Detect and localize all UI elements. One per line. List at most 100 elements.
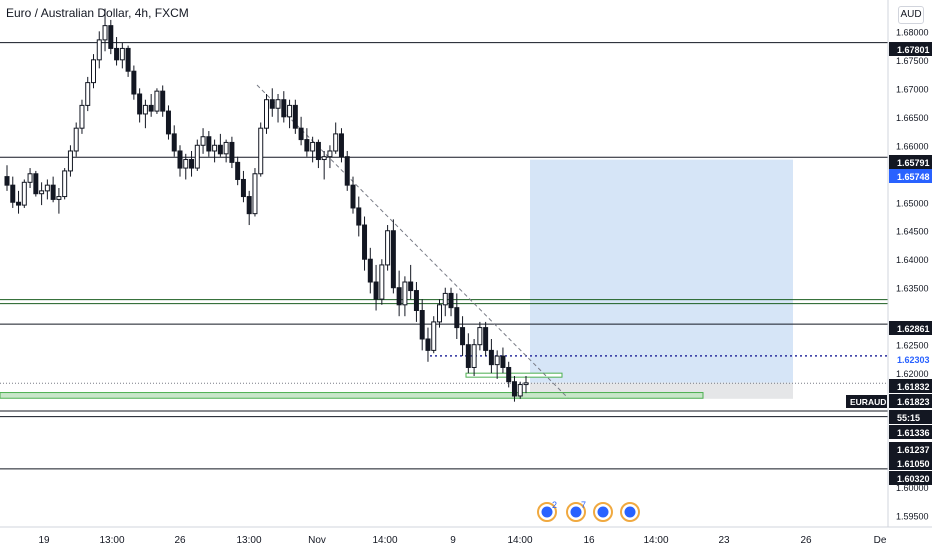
candle[interactable] [275, 94, 281, 123]
candle[interactable] [338, 128, 344, 163]
candle[interactable] [16, 190, 22, 214]
candle[interactable] [327, 145, 333, 169]
candle[interactable] [27, 168, 33, 189]
candle[interactable] [448, 287, 454, 317]
candle[interactable] [465, 333, 471, 374]
candle[interactable] [304, 128, 310, 157]
candle[interactable] [177, 145, 183, 177]
candle[interactable] [240, 170, 246, 203]
candle[interactable] [56, 188, 62, 214]
candle[interactable] [315, 139, 321, 169]
candle[interactable] [258, 122, 264, 177]
candle[interactable] [119, 42, 125, 69]
candle[interactable] [252, 168, 258, 217]
candle[interactable] [235, 156, 241, 186]
candle[interactable] [50, 176, 56, 203]
candle[interactable] [344, 150, 350, 191]
candle[interactable] [73, 122, 79, 157]
candle[interactable] [125, 45, 131, 77]
candle[interactable] [373, 264, 379, 311]
target-zone[interactable] [530, 159, 793, 383]
candle[interactable] [511, 376, 517, 402]
candle[interactable] [194, 139, 200, 171]
candle[interactable] [148, 94, 154, 117]
candle[interactable] [200, 128, 206, 154]
candle[interactable] [269, 88, 275, 117]
candle[interactable] [396, 270, 402, 317]
candle[interactable] [500, 347, 506, 374]
economic-event-icon[interactable] [620, 502, 640, 522]
candle[interactable] [79, 99, 85, 134]
candle[interactable] [154, 88, 160, 114]
candle[interactable] [212, 139, 218, 163]
economic-event-icon[interactable]: 2 [537, 500, 557, 522]
candle[interactable] [160, 85, 166, 117]
candle[interactable] [413, 282, 419, 322]
candle[interactable] [356, 196, 362, 237]
candle[interactable] [171, 125, 177, 157]
candle[interactable] [165, 105, 171, 140]
candle[interactable] [4, 165, 10, 191]
candle[interactable] [460, 316, 466, 357]
candle[interactable] [102, 8, 108, 52]
candle[interactable] [10, 176, 16, 208]
candle[interactable] [442, 287, 448, 317]
candle[interactable] [62, 168, 68, 200]
candle[interactable] [350, 176, 356, 214]
candle[interactable] [183, 153, 189, 180]
candle[interactable] [44, 179, 50, 200]
candle[interactable] [96, 31, 102, 69]
candle[interactable] [488, 338, 494, 374]
candle[interactable] [281, 91, 287, 123]
candle[interactable] [402, 276, 408, 317]
support-zone[interactable] [0, 392, 704, 399]
candle[interactable] [189, 150, 195, 177]
candle[interactable] [477, 321, 483, 351]
candle[interactable] [408, 264, 414, 300]
candle[interactable] [379, 259, 385, 305]
candle[interactable] [131, 65, 137, 100]
candle[interactable] [142, 99, 148, 129]
candle[interactable] [21, 179, 27, 208]
candle[interactable] [206, 131, 212, 157]
candle[interactable] [246, 190, 252, 226]
candle[interactable] [523, 376, 529, 394]
candle[interactable] [298, 116, 304, 146]
candle[interactable] [471, 338, 477, 377]
symbol-title[interactable]: Euro / Australian Dollar, 4h, FXCM [6, 6, 189, 20]
candle[interactable] [287, 99, 293, 129]
candle[interactable] [292, 99, 298, 134]
candle[interactable] [494, 350, 500, 379]
candle[interactable] [85, 76, 91, 112]
candle[interactable] [321, 150, 327, 180]
candle[interactable] [431, 316, 437, 354]
candle[interactable] [385, 225, 391, 271]
candle[interactable] [517, 381, 523, 399]
candle[interactable] [362, 216, 368, 271]
symbol-tag[interactable]: EURAUD [846, 395, 887, 408]
candle[interactable] [91, 54, 96, 89]
candle[interactable] [33, 170, 39, 197]
candle[interactable] [264, 94, 269, 134]
candle[interactable] [229, 136, 235, 169]
economic-event-icon[interactable]: 7 [566, 500, 586, 522]
candle[interactable] [217, 133, 223, 157]
currency-badge[interactable]: AUD [898, 6, 924, 24]
candle[interactable] [390, 219, 396, 294]
candle[interactable] [454, 293, 460, 339]
candle[interactable] [506, 361, 512, 388]
candle[interactable] [114, 37, 120, 66]
candle[interactable] [310, 136, 316, 163]
candle[interactable] [367, 247, 373, 294]
candle[interactable] [67, 145, 73, 177]
candle[interactable] [137, 88, 143, 123]
candle[interactable] [437, 299, 442, 328]
candle[interactable] [108, 19, 114, 55]
candle[interactable] [333, 122, 339, 154]
economic-event-icon[interactable] [593, 502, 613, 522]
candle[interactable] [483, 321, 489, 357]
candle[interactable] [39, 182, 45, 206]
candle[interactable] [223, 139, 229, 163]
candle[interactable] [419, 299, 425, 351]
